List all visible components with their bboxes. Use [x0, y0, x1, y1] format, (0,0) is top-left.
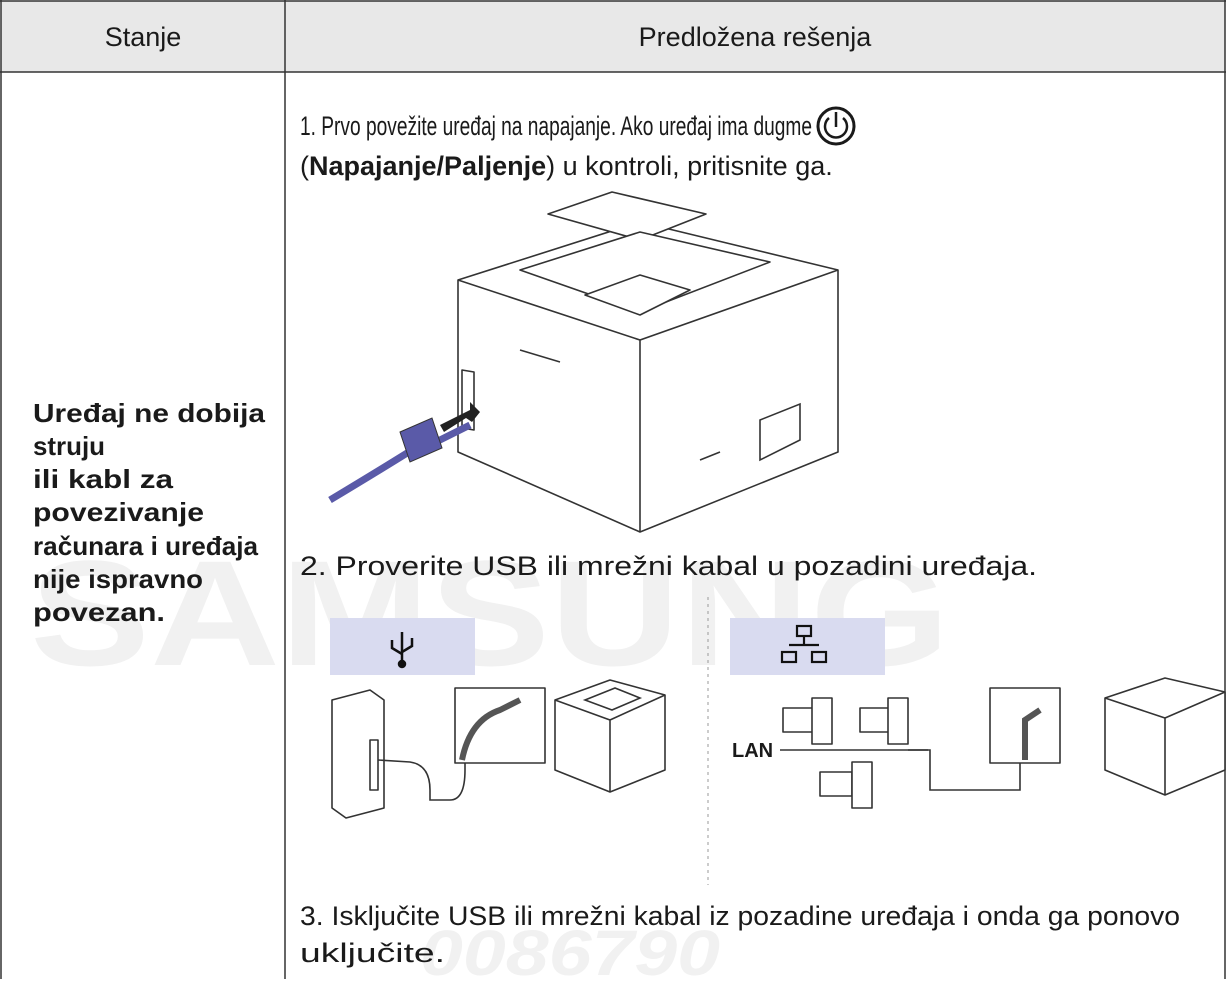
text: ( [300, 151, 309, 181]
lan-label: LAN [732, 740, 773, 762]
header-cell: Stanje [105, 22, 182, 52]
header-bg [1, 1, 1225, 72]
step-text: 3. Isključite USB ili mrežni kabal iz po… [300, 901, 1180, 931]
condition-line: Uređaj ne dobija [33, 398, 266, 428]
step-text: 1. Prvo povežite uređaj na napajanje. Ak… [300, 111, 812, 141]
lan-illustration: LAN [732, 677, 1226, 809]
bold-text: Napajanje/Paljenje [309, 151, 546, 181]
condition-line: računara i uređaja [33, 531, 259, 561]
watermark-code: 0086790 [420, 917, 720, 979]
printer-illustration [328, 191, 839, 533]
usb-icon [390, 632, 414, 669]
usb-illustration [331, 679, 666, 819]
condition-text: Uređaj ne dobija struju ili kabl za pove… [33, 398, 266, 627]
power-icon [816, 106, 856, 146]
condition-line: ili kabl za [33, 464, 174, 494]
lan-icon-box [730, 618, 885, 675]
text: ) u kontroli, pritisnite ga. [546, 151, 833, 181]
condition-line: nije ispravno [33, 564, 203, 594]
step-text: uključite. [300, 938, 445, 968]
condition-line: struju [33, 431, 105, 461]
lan-icon [780, 624, 828, 664]
step-text: (Napajanje/Paljenje) u kontroli, pritisn… [300, 151, 833, 181]
header-cell: Predložena rešenja [639, 22, 873, 52]
condition-line: povezivanje [33, 497, 204, 527]
step-text: 2. Proverite USB ili mrežni kabal u poza… [300, 551, 1037, 581]
condition-line: povezan. [33, 597, 165, 627]
